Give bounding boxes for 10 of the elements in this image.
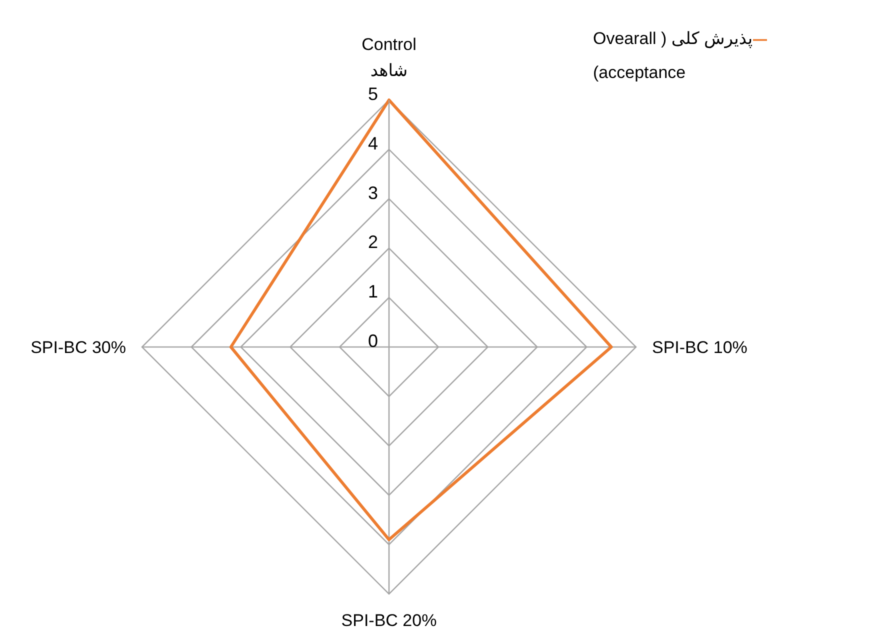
spoke-label: SPI-BC 20%: [341, 611, 437, 630]
legend-label: پذیرش کلی ( Ovearall acceptance): [593, 29, 753, 82]
y-tick-label: 0: [368, 331, 378, 351]
y-tick-label: 2: [368, 232, 378, 252]
spoke-label: SPI-BC 10%: [652, 338, 748, 357]
y-tick-label: 4: [368, 133, 378, 154]
y-tick-label: 1: [368, 282, 378, 302]
spoke-label: SPI-BC 30%: [30, 338, 126, 357]
y-tick-label: 5: [368, 84, 378, 104]
y-tick-label: 3: [368, 182, 378, 203]
